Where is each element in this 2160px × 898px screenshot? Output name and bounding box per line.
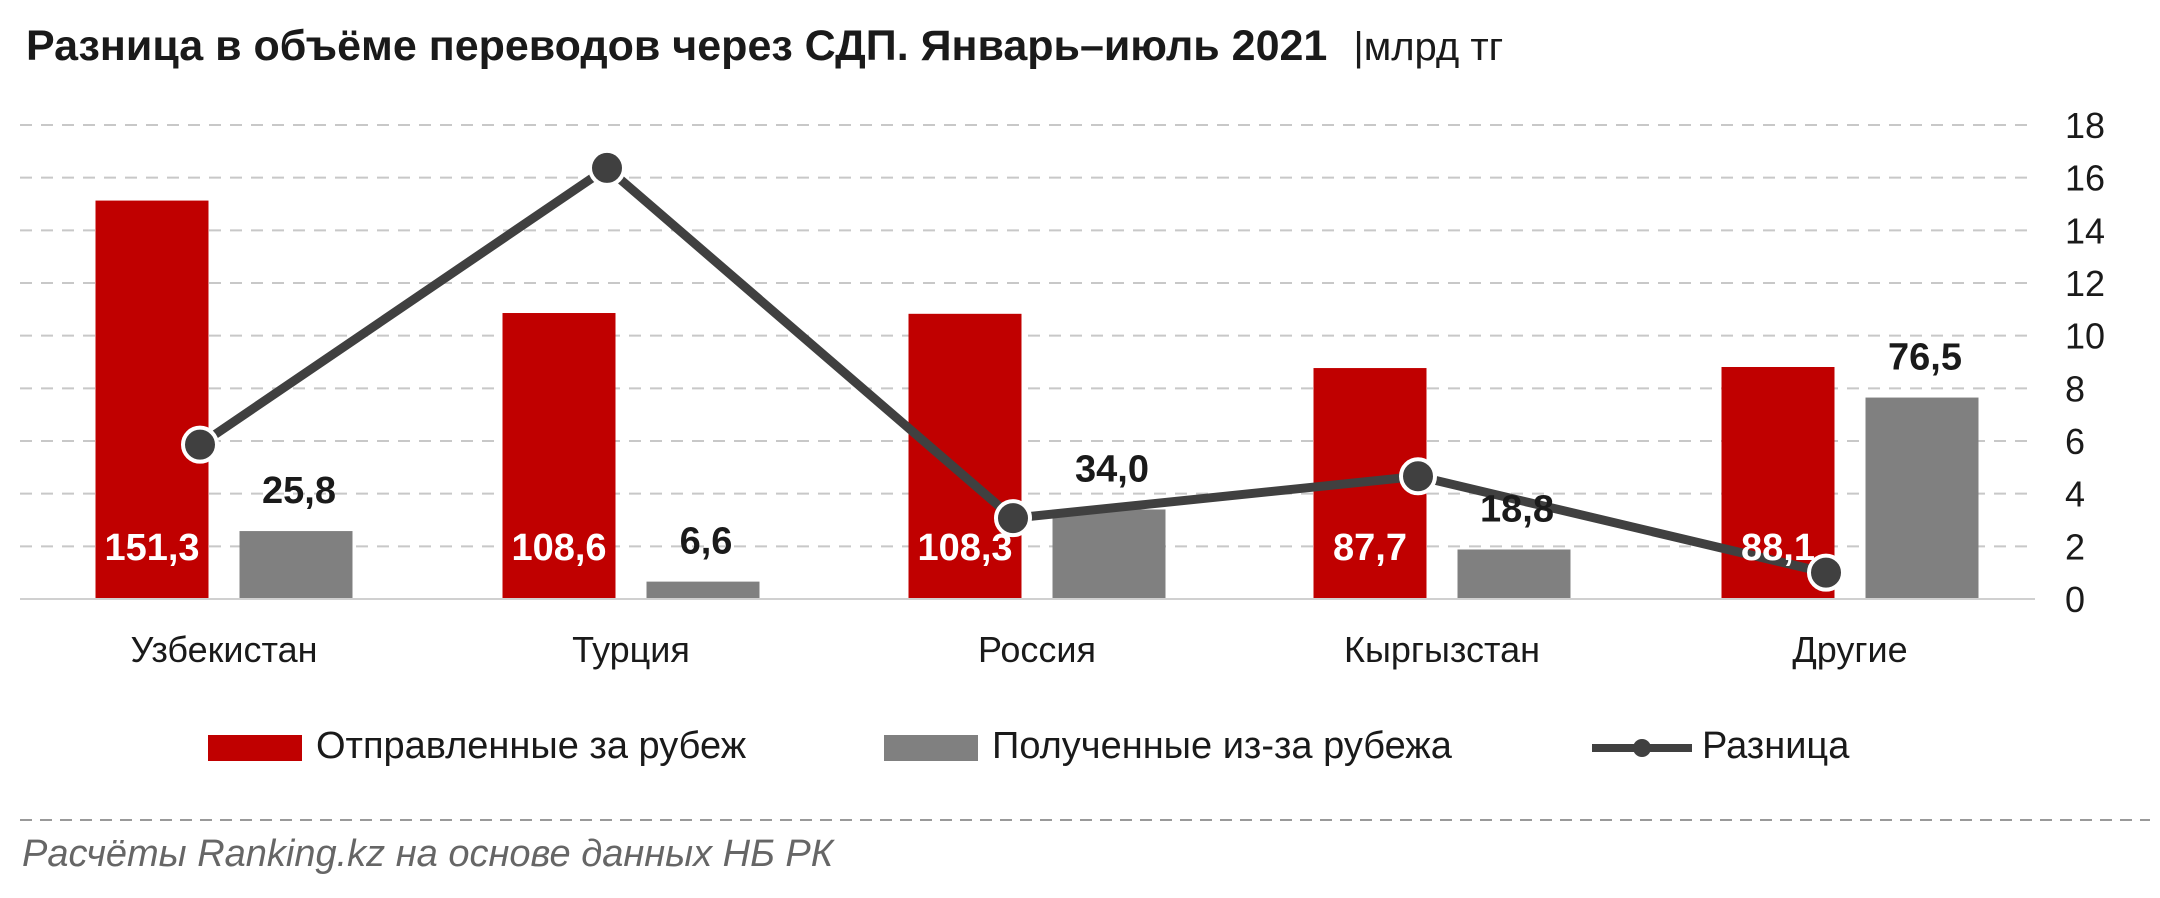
x-tick-label: Другие <box>1792 629 1907 670</box>
bar-sent <box>908 313 1022 599</box>
y-tick-label: 4 <box>2065 474 2085 515</box>
y-tick-label: 6 <box>2065 421 2085 462</box>
legend-label: Разница <box>1702 725 1850 767</box>
difference-point <box>1807 553 1845 592</box>
data-label-sent: 108,3 <box>917 527 1012 569</box>
data-label-received: 34,0 <box>1075 448 1149 490</box>
x-tick-label: Узбекистан <box>130 629 317 670</box>
chart-title: Разница в объёме переводов через СДП. Ян… <box>26 22 1328 70</box>
y-tick-label: 0 <box>2065 579 2085 620</box>
x-tick-label: Кыргызстан <box>1344 629 1540 670</box>
difference-point <box>181 425 219 464</box>
difference-point <box>1399 457 1437 496</box>
data-label-sent: 151,3 <box>104 527 199 569</box>
legend-label: Отправленные за рубеж <box>316 725 747 767</box>
difference-point <box>588 148 626 187</box>
legend-swatch <box>884 735 978 761</box>
data-label-received: 18,8 <box>1480 488 1554 530</box>
chart-title-line: Разница в объёме переводов через СДП. Ян… <box>26 22 1503 71</box>
data-label-received: 25,8 <box>262 470 336 512</box>
y-tick-label: 8 <box>2065 368 2085 409</box>
y-tick-label: 12 <box>2065 263 2105 304</box>
x-tick-label: Россия <box>978 629 1096 670</box>
bar-received <box>1457 549 1571 599</box>
bar-received <box>1865 397 1979 599</box>
y-tick-label: 10 <box>2065 316 2105 357</box>
legend-marker <box>1633 739 1651 757</box>
y-tick-label: 2 <box>2065 526 2085 567</box>
source-note: Расчёты Ranking.kz на основе данных НБ Р… <box>22 833 834 875</box>
y-tick-label: 18 <box>2065 105 2105 146</box>
y-tick-label: 14 <box>2065 210 2105 251</box>
data-label-received: 6,6 <box>680 521 733 563</box>
data-label-received: 76,5 <box>1888 337 1962 379</box>
bar-received <box>1052 509 1166 599</box>
data-label-sent: 108,6 <box>511 527 606 569</box>
unit-label: |млрд тг <box>1353 25 1504 69</box>
bar-sent <box>502 313 616 599</box>
data-label-sent: 87,7 <box>1333 527 1407 569</box>
x-tick-label: Турция <box>572 629 690 670</box>
legend-swatch <box>208 735 302 761</box>
data-label-sent: 88,1 <box>1741 527 1815 569</box>
legend-label: Полученные из-за рубежа <box>992 725 1453 767</box>
bar-sent <box>95 200 209 599</box>
bar-received <box>239 531 353 599</box>
difference-point <box>994 499 1032 538</box>
bar-received <box>646 581 760 599</box>
y-tick-label: 16 <box>2065 158 2105 199</box>
